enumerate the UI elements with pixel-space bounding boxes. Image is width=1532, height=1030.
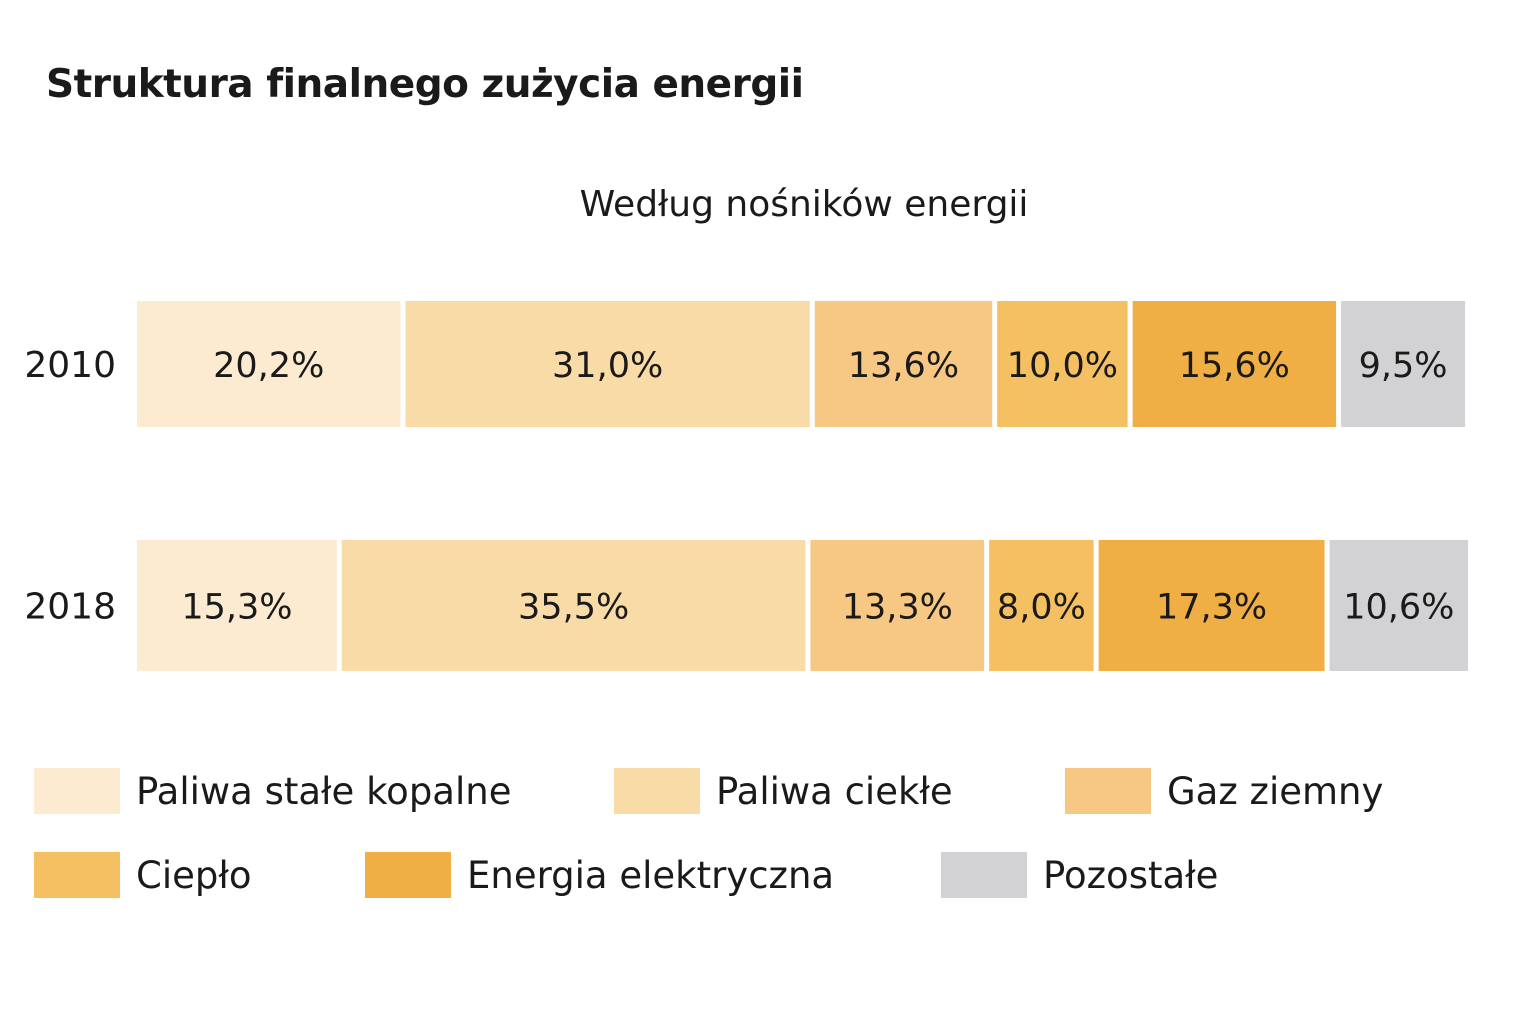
chart-subtitle: Według nośników energii bbox=[579, 184, 1029, 225]
bar-segment-2018-1 bbox=[137, 540, 337, 671]
legend-item-5: Energia elektryczna bbox=[365, 852, 834, 898]
legend-swatch bbox=[365, 852, 451, 898]
legend-label: Gaz ziemny bbox=[1167, 769, 1384, 813]
data-label-2018-3: 13,3% bbox=[842, 588, 953, 628]
data-label-2010-4: 10,0% bbox=[1007, 346, 1118, 386]
data-label-2010-6: 9,5% bbox=[1359, 346, 1448, 386]
bar-segment-2018-5 bbox=[1098, 540, 1325, 671]
legend-label: Ciepło bbox=[136, 853, 252, 897]
bar-segment-2010-2 bbox=[405, 301, 810, 427]
legend-swatch bbox=[34, 768, 120, 814]
legend-swatch bbox=[941, 852, 1027, 898]
legend-label: Paliwa stałe kopalne bbox=[136, 769, 512, 813]
data-label-2010-5: 15,6% bbox=[1179, 346, 1290, 386]
bar-segment-2010-5 bbox=[1132, 301, 1337, 427]
data-label-2018-5: 17,3% bbox=[1156, 588, 1267, 628]
data-label-2018-6: 10,6% bbox=[1343, 588, 1454, 628]
category-label-2018: 2018 bbox=[24, 587, 116, 628]
legend-item-3: Gaz ziemny bbox=[1065, 768, 1383, 814]
chart-title: Struktura finalnego zużycia energii bbox=[46, 62, 804, 107]
legend-item-4: Ciepło bbox=[34, 852, 252, 898]
data-label-2018-4: 8,0% bbox=[997, 588, 1086, 628]
bar-segment-2018-6 bbox=[1329, 540, 1468, 671]
stacked-bar-chart: 2010 20,2% 31,0% 13,6% 10,0% 15,6% 9,5% 2018 15,… bbox=[24, 301, 1468, 671]
bar-segment-2018-4 bbox=[989, 540, 1094, 671]
bar-segment-2010-4 bbox=[997, 301, 1128, 427]
legend-swatch bbox=[614, 768, 700, 814]
data-label-2018-2: 35,5% bbox=[518, 588, 629, 628]
legend-swatch bbox=[34, 852, 120, 898]
bar-segment-2010-1 bbox=[137, 301, 401, 427]
bar-segment-2018-3 bbox=[810, 540, 985, 671]
data-label-2010-1: 20,2% bbox=[213, 346, 324, 386]
legend-label: Energia elektryczna bbox=[467, 853, 835, 897]
category-label-2010: 2010 bbox=[24, 345, 116, 386]
legend-item-2: Paliwa ciekłe bbox=[614, 768, 953, 814]
bar-segment-2010-6 bbox=[1341, 301, 1465, 427]
bar-segment-2018-2 bbox=[341, 540, 806, 671]
data-label-2010-3: 13,6% bbox=[848, 346, 959, 386]
legend-item-6: Pozostałe bbox=[941, 852, 1218, 898]
bar-segment-2010-3 bbox=[814, 301, 993, 427]
legend-label: Pozostałe bbox=[1043, 853, 1219, 897]
data-label-2010-2: 31,0% bbox=[552, 346, 663, 386]
data-label-2018-1: 15,3% bbox=[181, 588, 292, 628]
legend-label: Paliwa ciekłe bbox=[716, 769, 953, 813]
legend-swatch bbox=[1065, 768, 1151, 814]
legend-item-1: Paliwa stałe kopalne bbox=[34, 768, 511, 814]
